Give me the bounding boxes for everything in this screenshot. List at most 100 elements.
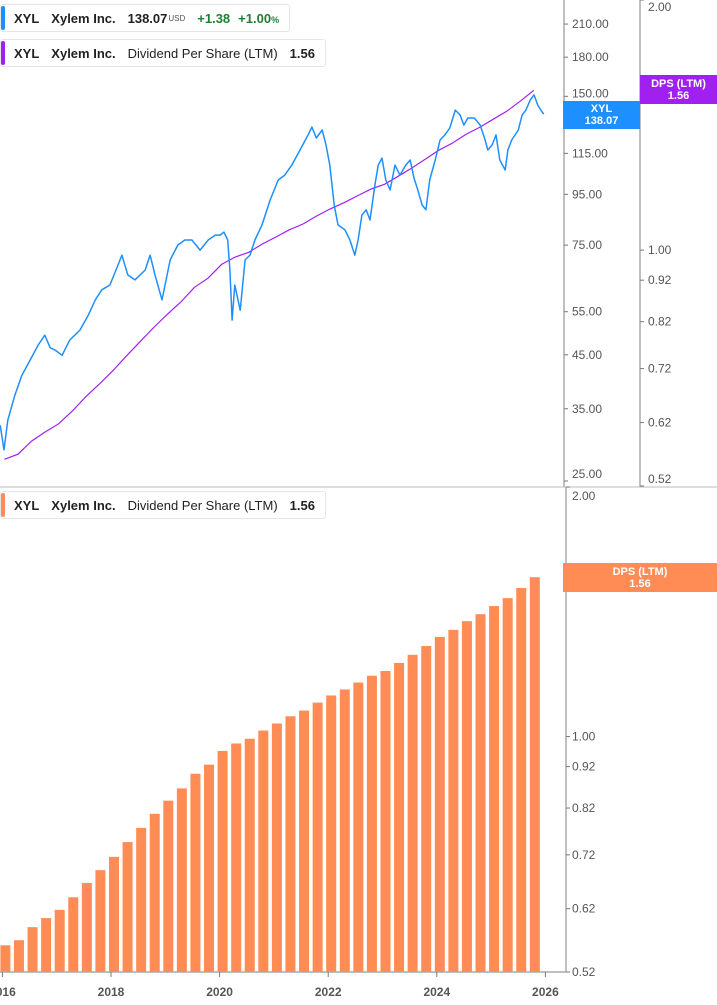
dps-tick-label: 0.62	[648, 416, 672, 430]
legend-ticker: XYL	[14, 10, 40, 26]
dps-bar	[475, 614, 486, 972]
dps-bar	[13, 940, 24, 972]
dps-legend-top[interactable]: XYL Xylem Inc. Dividend Per Share (LTM) …	[0, 39, 326, 67]
dps-bar	[41, 918, 52, 972]
dps-bar	[380, 670, 391, 972]
dps-bar	[81, 882, 92, 972]
price-series-swatch	[1, 6, 5, 30]
price-tick-label: 45.00	[572, 348, 602, 362]
legend-price: 138.07	[127, 10, 168, 26]
tag-value: 1.56	[667, 90, 690, 102]
dps-bar	[407, 654, 418, 972]
price-tick-label: 35.00	[572, 402, 602, 416]
legend-company: Xylem Inc.	[51, 497, 116, 513]
price-tick-label: 180.00	[572, 50, 609, 64]
dps-bar	[231, 743, 242, 972]
legend-change: +1.38	[197, 10, 231, 26]
bar-y-tick-label: 0.72	[572, 848, 596, 862]
bar-y-tick-label: 2.00	[572, 489, 596, 503]
price-last-value-tag: XYL 138.07	[563, 101, 640, 129]
dps-bar	[271, 723, 282, 972]
dps-bar	[339, 689, 350, 972]
dps-tick-label: 0.82	[648, 315, 672, 329]
price-tick-label: 75.00	[572, 238, 602, 252]
dps-last-value-tag-bottom: DPS (LTM) 1.56	[563, 563, 717, 592]
bar-y-tick-label: 0.82	[572, 801, 596, 815]
dps-bar	[489, 606, 500, 972]
legend-company: Xylem Inc.	[51, 10, 116, 26]
tag-value: 138.07	[584, 115, 619, 127]
price-legend[interactable]: XYL Xylem Inc. 138.07 USD +1.38 +1.00%	[0, 4, 291, 32]
dps-bar-chart: 2.00 1.00 0.92 0.82 0.72 0.62 0.52 2016 2018 2020…	[0, 486, 596, 999]
dps-bar	[448, 629, 459, 972]
dps-bar	[217, 750, 228, 972]
dps-legend-bottom[interactable]: XYL Xylem Inc. Dividend Per Share (LTM) …	[0, 491, 326, 519]
dps-last-value-tag-top: DPS (LTM) 1.56	[640, 75, 717, 104]
x-tick-label: 2026	[532, 985, 559, 999]
dps-line	[4, 89, 535, 460]
dps-bar	[394, 662, 405, 972]
legend-value: 1.56	[289, 497, 315, 513]
legend-ticker: XYL	[14, 45, 40, 61]
dps-bar	[421, 646, 432, 972]
dps-bar	[122, 842, 133, 972]
dps-bar	[244, 738, 255, 972]
dps-bar	[502, 598, 513, 972]
legend-metric: Dividend Per Share (LTM)	[127, 497, 278, 513]
dps-bar	[516, 587, 527, 972]
dps-bar	[149, 813, 160, 972]
tag-label: DPS (LTM)	[612, 566, 668, 578]
dps-bar	[68, 897, 79, 972]
dps-series-swatch	[1, 41, 5, 65]
x-tick-label: 2020	[206, 985, 233, 999]
legend-ticker: XYL	[14, 497, 40, 513]
legend-company: Xylem Inc.	[51, 45, 116, 61]
dps-bar	[190, 773, 201, 972]
dps-bar	[163, 800, 174, 972]
tag-label: DPS (LTM)	[651, 78, 706, 90]
dps-bar	[27, 927, 38, 972]
dps-bar	[136, 827, 147, 972]
dps-bar	[353, 682, 364, 972]
dps-bar	[434, 636, 445, 972]
price-tick-label: 115.00	[572, 146, 608, 160]
dps-bar-swatch	[1, 493, 5, 517]
dps-bar	[109, 856, 119, 972]
tag-value: 1.56	[629, 578, 651, 590]
legend-change-pct: +1.00%	[238, 11, 279, 26]
bar-y-tick-label: 1.00	[572, 730, 596, 744]
bar-y-tick-label: 0.52	[572, 965, 596, 979]
price-tick-label: 55.00	[572, 305, 602, 319]
dps-bar	[176, 788, 187, 972]
price-tick-label: 25.00	[572, 467, 602, 481]
x-tick-label: 2022	[315, 985, 342, 999]
dps-bar	[529, 577, 540, 972]
x-tick-label: 2018	[98, 985, 125, 999]
dps-bar	[95, 870, 106, 972]
dps-bar	[461, 621, 472, 972]
tag-label: XYL	[590, 103, 613, 115]
bar-y-tick-label: 0.62	[572, 902, 596, 916]
price-chart: 210.00 180.00 150.00 115.00 95.00 75.00 55.00 4…	[0, 0, 717, 488]
dps-bar	[299, 710, 310, 972]
dps-bar	[312, 702, 323, 972]
legend-metric: Dividend Per Share (LTM)	[127, 45, 278, 61]
x-tick-label: 2016	[0, 985, 16, 999]
price-tick-label: 95.00	[572, 187, 602, 201]
dps-bar	[54, 909, 65, 972]
pct-sign: %	[271, 14, 280, 25]
dps-bar	[366, 675, 377, 972]
dps-tick-label: 0.52	[648, 472, 672, 486]
change-pct-value: +1.00	[238, 10, 272, 26]
price-tick-label: 210.00	[572, 17, 609, 31]
dps-bar	[0, 945, 11, 972]
legend-currency: USD	[168, 13, 186, 23]
dps-bar	[326, 695, 337, 972]
dps-tick-label: 1.00	[648, 243, 672, 257]
dps-tick-label: 0.92	[648, 273, 672, 287]
dps-bar	[258, 730, 269, 972]
legend-value: 1.56	[289, 45, 315, 61]
dps-tick-label: 0.72	[648, 362, 672, 376]
price-tick-label: 150.00	[572, 86, 609, 100]
